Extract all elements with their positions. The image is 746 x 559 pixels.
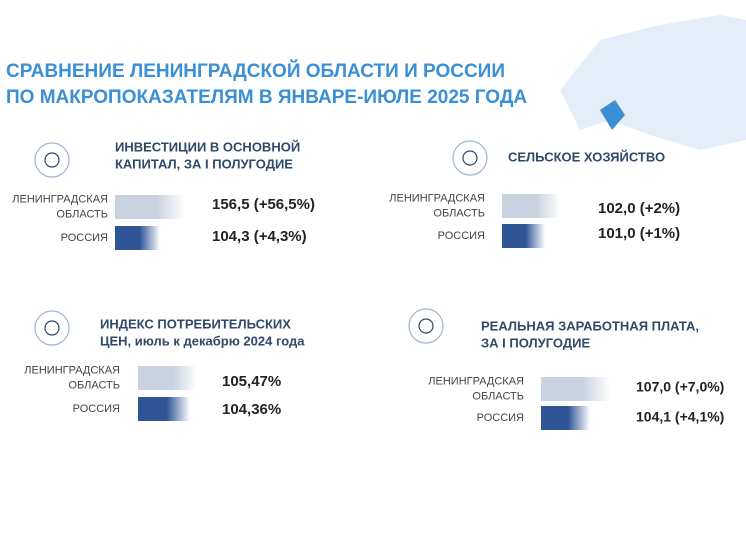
row-label: РОССИЯ xyxy=(73,403,120,415)
panel-icon-inner xyxy=(44,320,60,336)
row-bar xyxy=(541,406,590,430)
row-label: ЛЕНИНГРАДСКАЯ xyxy=(389,192,485,204)
panel-icon xyxy=(34,310,70,346)
panel-title: РЕАЛЬНАЯ ЗАРАБОТНАЯ ПЛАТА, xyxy=(481,318,699,333)
row-value: 101,0 (+1%) xyxy=(598,225,680,242)
panel-icon-inner xyxy=(462,150,478,166)
panel-icon xyxy=(408,308,444,344)
row-bar xyxy=(138,397,190,421)
page-title: ПО МАКРОПОКАЗАТЕЛЯМ В ЯНВАРЕ-ИЮЛЕ 2025 Г… xyxy=(6,87,527,108)
row-value: 105,47% xyxy=(222,373,281,390)
panel-title: СЕЛЬСКОЕ ХОЗЯЙСТВО xyxy=(508,149,665,164)
panel-icon-inner xyxy=(418,318,434,334)
panel-title: ЦЕН, июль к декабрю 2024 года xyxy=(100,333,305,348)
row-label: РОССИЯ xyxy=(61,232,108,244)
row-value: 102,0 (+2%) xyxy=(598,200,680,217)
row-label: ЛЕНИНГРАДСКАЯ xyxy=(12,193,108,205)
panel-icon xyxy=(452,140,488,176)
row-label: РОССИЯ xyxy=(438,230,485,242)
panel-icon xyxy=(34,142,70,178)
row-value: 156,5 (+56,5%) xyxy=(212,196,315,213)
panel-icon-inner xyxy=(44,152,60,168)
panel-title: КАПИТАЛ, ЗА I ПОЛУГОДИЕ xyxy=(115,156,293,171)
row-label: ОБЛАСТЬ xyxy=(56,208,108,220)
row-value: 104,3 (+4,3%) xyxy=(212,228,307,245)
row-bar xyxy=(541,377,610,401)
row-label: ЛЕНИНГРАДСКАЯ xyxy=(428,375,524,387)
row-bar xyxy=(115,195,185,219)
page-title: СРАВНЕНИЕ ЛЕНИНГРАДСКОЙ ОБЛАСТИ И РОССИИ xyxy=(6,60,505,82)
panel-title: ИНВЕСТИЦИИ В ОСНОВНОЙ xyxy=(115,139,300,154)
row-label: ОБЛАСТЬ xyxy=(68,379,120,391)
row-label: ОБЛАСТЬ xyxy=(433,207,485,219)
panel-title: ЗА I ПОЛУГОДИЕ xyxy=(481,335,590,350)
row-value: 107,0 (+7,0%) xyxy=(636,379,724,395)
row-bar xyxy=(502,224,545,248)
content: СРАВНЕНИЕ ЛЕНИНГРАДСКОЙ ОБЛАСТИ И РОССИИ… xyxy=(6,60,724,430)
map-lake xyxy=(600,100,625,130)
panel-title: ИНДЕКС ПОТРЕБИТЕЛЬСКИХ xyxy=(100,316,291,331)
row-value: 104,36% xyxy=(222,401,281,418)
row-bar xyxy=(138,366,197,390)
map-decoration xyxy=(560,15,746,150)
row-bar xyxy=(115,226,160,250)
row-label: РОССИЯ xyxy=(477,412,524,424)
row-label: ЛЕНИНГРАДСКАЯ xyxy=(24,364,120,376)
row-value: 104,1 (+4,1%) xyxy=(636,409,724,425)
row-label: ОБЛАСТЬ xyxy=(472,390,524,402)
row-bar xyxy=(502,194,560,218)
